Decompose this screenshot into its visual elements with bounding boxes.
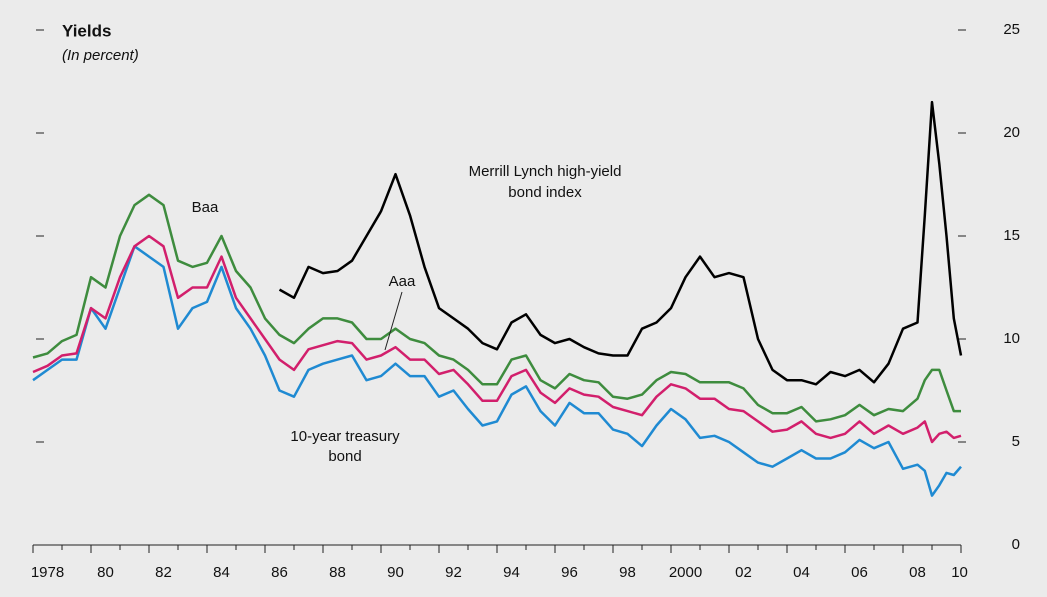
- series-line: [32, 234, 962, 444]
- x-tick-label: 88: [329, 564, 346, 581]
- y-tick-label: 0: [1012, 536, 1020, 553]
- x-tick-label: 96: [561, 564, 578, 581]
- x-tick-label: 10: [951, 564, 968, 581]
- x-tick-label: 2000: [669, 564, 702, 581]
- x-tick-label: 06: [851, 564, 868, 581]
- series-label: Aaa: [389, 273, 416, 290]
- chart-subtitle: (In percent): [62, 47, 139, 64]
- y-tick-label: 25: [1003, 21, 1020, 38]
- y-tick-label: 5: [1012, 433, 1020, 450]
- chart-title: Yields: [62, 21, 111, 40]
- y-tick-label: 10: [1003, 330, 1020, 347]
- leader-line: [384, 291, 403, 351]
- x-tick-label: 08: [909, 564, 926, 581]
- x-tick-label: 04: [793, 564, 810, 581]
- x-tick-label: 84: [213, 564, 230, 581]
- x-tick-label: 92: [445, 564, 462, 581]
- x-tick-label: 90: [387, 564, 404, 581]
- series-label: 10-year treasury: [290, 428, 400, 445]
- series-line: [32, 245, 962, 497]
- series-label: bond: [328, 448, 361, 465]
- series-label: bond index: [508, 184, 582, 201]
- y-tick-label: 15: [1003, 227, 1020, 244]
- x-tick-label: 02: [735, 564, 752, 581]
- x-tick-label: 1978: [31, 564, 64, 581]
- series-line: [278, 100, 963, 386]
- x-tick-label: 94: [503, 564, 520, 581]
- x-tick-label: 86: [271, 564, 288, 581]
- y-tick-label: 20: [1003, 124, 1020, 141]
- series-label: Merrill Lynch high-yield: [469, 163, 622, 180]
- x-tick-label: 80: [97, 564, 114, 581]
- x-tick-label: 98: [619, 564, 636, 581]
- series-label: Baa: [192, 199, 219, 216]
- series-line: [32, 193, 961, 423]
- x-tick-label: 82: [155, 564, 172, 581]
